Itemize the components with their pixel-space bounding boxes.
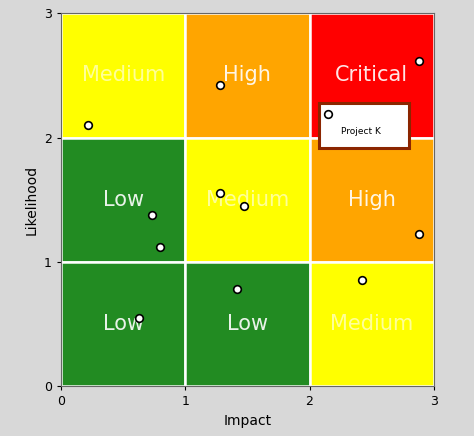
Bar <box>61 138 185 262</box>
Text: Medium: Medium <box>82 65 165 85</box>
Text: High: High <box>348 190 396 210</box>
Text: Medium: Medium <box>330 314 413 334</box>
Bar <box>310 14 434 138</box>
Text: Low: Low <box>102 314 144 334</box>
X-axis label: Impact: Impact <box>223 414 272 428</box>
Bar <box>185 138 310 262</box>
Bar <box>185 14 310 138</box>
Bar <box>319 103 409 147</box>
Bar <box>310 138 434 262</box>
Text: Low: Low <box>102 190 144 210</box>
Text: High: High <box>223 65 271 85</box>
Bar <box>61 262 185 386</box>
Bar <box>185 262 310 386</box>
Y-axis label: Likelihood: Likelihood <box>25 165 38 235</box>
Bar <box>61 14 185 138</box>
Text: Critical: Critical <box>335 65 408 85</box>
Text: Project K: Project K <box>340 127 381 136</box>
Text: Medium: Medium <box>206 190 289 210</box>
Text: Low: Low <box>227 314 268 334</box>
Bar <box>310 262 434 386</box>
